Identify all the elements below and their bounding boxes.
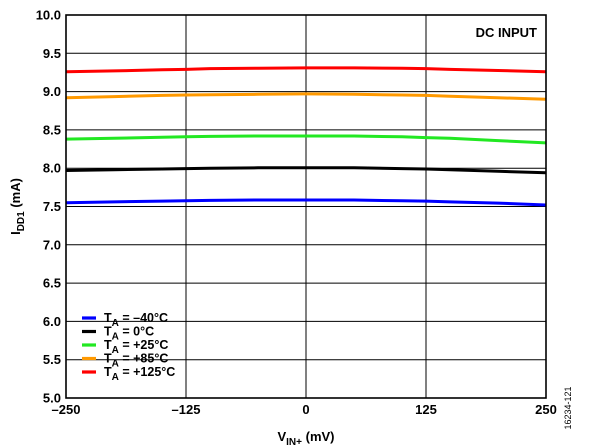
y-tick-labels: 5.0 5.5 6.0 6.5 7.0 7.5 8.0 8.5 9.0 9.5 10.0	[36, 8, 61, 406]
x-tick-label: 125	[415, 402, 437, 417]
dc-input-annotation: DC INPUT	[476, 25, 537, 40]
series-line	[65, 166, 547, 175]
x-tick-label: –250	[52, 402, 81, 417]
legend-label: TA = +125°C	[104, 365, 175, 383]
y-tick-label: 10.0	[36, 8, 61, 23]
plot-frame	[65, 14, 547, 399]
series-line	[65, 66, 547, 74]
x-axis-label: VIN+ (mV)	[277, 429, 334, 448]
x-tick-label: 250	[535, 402, 557, 417]
y-tick-label: 5.5	[43, 352, 61, 367]
series-lines	[65, 66, 547, 207]
figure-id: 16234-121	[563, 386, 573, 429]
y-tick-label: 8.0	[43, 161, 61, 176]
y-tick-label: 7.0	[43, 237, 61, 252]
legend-label: TA = –40°C	[104, 311, 168, 329]
x-tick-label: 0	[302, 402, 309, 417]
y-tick-label: 6.0	[43, 314, 61, 329]
y-tick-label: 5.0	[43, 391, 61, 406]
y-tick-label: 9.0	[43, 84, 61, 99]
y-tick-label: 8.5	[43, 122, 61, 137]
y-tick-label: 7.5	[43, 199, 61, 214]
series-line	[65, 134, 547, 145]
x-tick-label: –125	[172, 402, 201, 417]
legend: TA = –40°CTA = 0°CTA = +25°CTA = +85°CTA…	[82, 311, 175, 383]
series-line	[65, 92, 547, 101]
y-tick-label: 6.5	[43, 276, 61, 291]
legend-label: TA = +85°C	[104, 352, 168, 370]
series-line	[65, 198, 547, 207]
legend-label: TA = +25°C	[104, 338, 168, 356]
y-tick-label: 9.5	[43, 46, 61, 61]
x-tick-labels: –250 –125 0 125 250	[52, 402, 557, 417]
legend-label: TA = 0°C	[104, 325, 154, 343]
y-axis-label: IDD1 (mA)	[8, 178, 27, 235]
